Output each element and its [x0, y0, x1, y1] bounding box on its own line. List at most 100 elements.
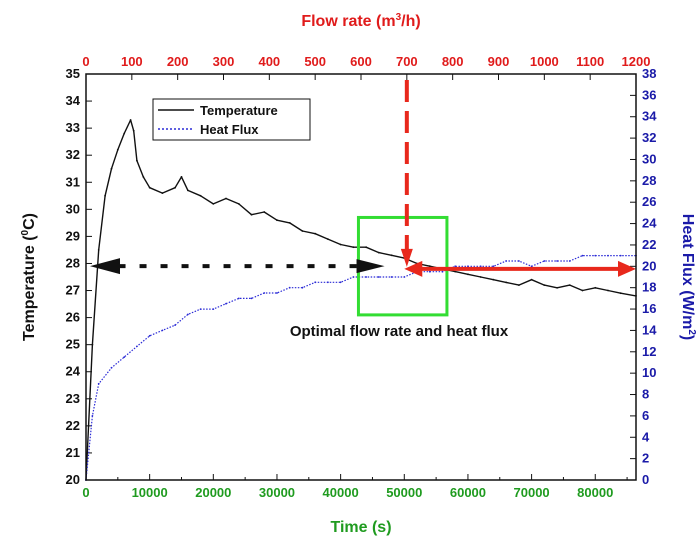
- heatflux-point: [288, 286, 291, 289]
- y2-tick-label: 16: [642, 301, 656, 316]
- y2-tick-label: 4: [642, 429, 650, 444]
- y2-tick-label: 0: [642, 472, 649, 487]
- heatflux-point: [148, 334, 151, 337]
- heatflux-point: [237, 297, 240, 300]
- heatflux-point: [327, 281, 329, 284]
- temperature-point: [199, 194, 202, 197]
- temperature-point: [505, 281, 507, 284]
- x-tick-label: 60000: [450, 485, 486, 500]
- heatflux-point: [594, 254, 597, 257]
- y-tick-label: 32: [66, 147, 80, 162]
- heatflux-point: [174, 324, 177, 326]
- temperature-point: [263, 211, 266, 213]
- legend-temperature-label: Temperature: [200, 103, 278, 118]
- x-tick-label: 80000: [577, 485, 613, 500]
- temperature-point: [237, 203, 240, 205]
- y2-tick-label: 34: [642, 109, 657, 124]
- temperature-point: [556, 286, 558, 289]
- x2-tick-label: 100: [121, 54, 143, 69]
- temperature-point: [225, 197, 227, 200]
- x2-axis-title-sup: 3: [396, 12, 402, 23]
- heatflux-point: [199, 308, 202, 310]
- x-tick-label: 20000: [195, 485, 231, 500]
- temperature-point: [142, 176, 145, 178]
- heatflux-point: [263, 292, 266, 294]
- y2-tick-label: 20: [642, 258, 656, 273]
- heatflux-point: [123, 356, 126, 358]
- x2-tick-label: 0: [82, 54, 89, 69]
- x2-tick-label: 600: [350, 54, 372, 69]
- red-arrow-head-left: [404, 260, 423, 277]
- annotations-group: [90, 80, 636, 317]
- series-group: [85, 119, 637, 481]
- x2-tick-label: 800: [442, 54, 464, 69]
- heatflux-point: [441, 270, 444, 273]
- y-tick-label: 26: [66, 310, 80, 325]
- heatflux-point: [301, 286, 304, 289]
- y2-tick-label: 38: [642, 66, 656, 81]
- black-arrow-head-right: [356, 259, 385, 274]
- y2-axis-title-prefix: Heat Flux (W/m: [679, 214, 696, 330]
- y-axis-title-prefix: Temperature (: [21, 235, 38, 341]
- axis-ticks-group: 0 10000 20000 30000 40000 50000 60000 70000 8000…: [66, 54, 658, 500]
- y-axis-title-suffix: C): [21, 213, 38, 230]
- temperature-point: [530, 278, 533, 281]
- y2-axis-title-suffix: ): [679, 335, 696, 340]
- y2-tick-label: 30: [642, 151, 656, 166]
- legend-box: [152, 98, 311, 141]
- temperature-point: [428, 265, 431, 268]
- heatflux-point: [581, 254, 584, 257]
- y-tick-label: 21: [66, 445, 80, 460]
- heatflux-point: [479, 265, 482, 268]
- temperature-point: [390, 254, 393, 257]
- heatflux-point: [314, 281, 317, 284]
- y2-tick-label: 2: [642, 451, 649, 466]
- y-tick-label: 31: [66, 174, 80, 189]
- heatflux-point: [161, 329, 164, 332]
- y-tick-label: 29: [66, 228, 80, 243]
- y-tick-label: 22: [66, 418, 80, 433]
- heatflux-point: [250, 297, 253, 300]
- y-tick-label: 24: [66, 364, 81, 379]
- heatflux-point: [619, 254, 622, 257]
- temperature-point: [454, 270, 457, 273]
- temperature-point: [132, 129, 135, 132]
- temperature-point: [110, 167, 113, 170]
- x2-axis-title-suffix: /h): [401, 13, 421, 30]
- y2-tick-label: 14: [642, 322, 657, 337]
- red-arrow-head-right: [618, 260, 636, 277]
- y-tick-label: 23: [66, 391, 80, 406]
- temperature-point: [180, 176, 183, 178]
- temperature-point: [129, 119, 132, 121]
- heatflux-point: [225, 302, 227, 305]
- y-axis-title-sup: 0: [20, 229, 31, 235]
- temperature-point: [607, 289, 609, 292]
- heatflux-point: [377, 276, 380, 278]
- heatflux-point: [543, 260, 546, 262]
- y-tick-label: 25: [66, 337, 80, 352]
- temperature-point: [581, 289, 584, 292]
- y-tick-label: 28: [66, 255, 80, 270]
- heatflux-point: [365, 276, 367, 278]
- y2-axis-title-sup: 2: [686, 329, 697, 335]
- x2-tick-label: 200: [167, 54, 189, 69]
- y-tick-label: 34: [66, 93, 81, 108]
- temperature-point: [377, 251, 380, 254]
- x2-axis-title: Flow rate (m3/h): [301, 12, 420, 30]
- x2-tick-label: 300: [213, 54, 235, 69]
- x2-tick-label: 900: [488, 54, 510, 69]
- y2-tick-label: 12: [642, 344, 656, 359]
- heatflux-point: [607, 254, 609, 257]
- x2-tick-label: 500: [304, 54, 326, 69]
- temperature-point: [365, 246, 367, 249]
- x2-tick-label: 1100: [576, 54, 604, 69]
- temperature-point: [479, 276, 482, 278]
- y2-tick-label: 26: [642, 194, 656, 209]
- temperature-point: [301, 230, 304, 232]
- heatflux-point: [467, 265, 469, 268]
- heatflux-point: [339, 281, 342, 284]
- y-axis-title: Temperature (0C): [20, 213, 38, 341]
- red-vertical-arrow-head: [400, 248, 413, 267]
- temperature-point: [314, 232, 317, 235]
